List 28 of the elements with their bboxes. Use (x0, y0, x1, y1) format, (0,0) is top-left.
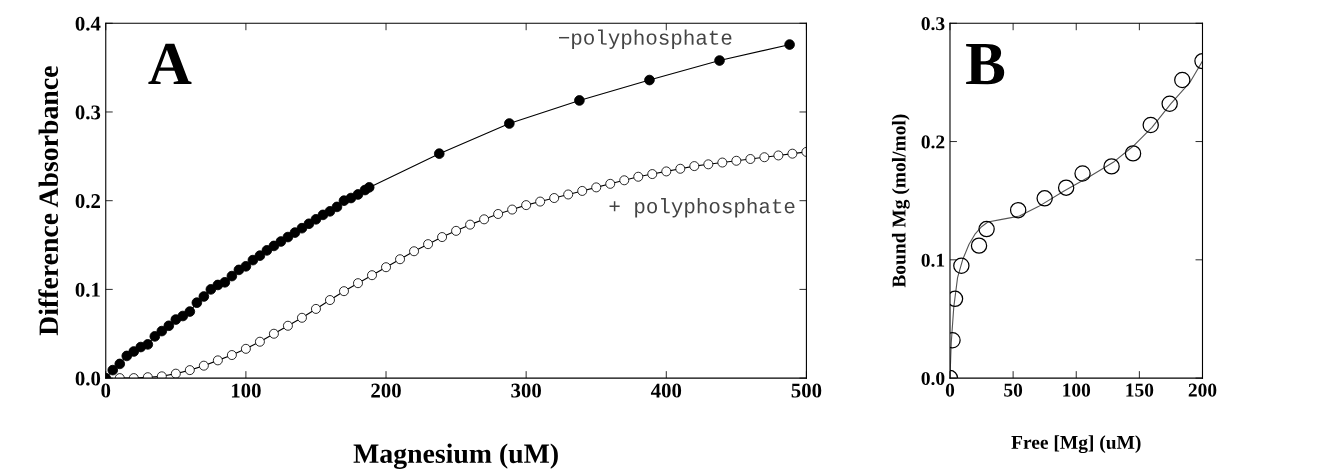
y-tick-label: 0.4 (75, 16, 101, 31)
y-tick-label: 0.3 (75, 105, 101, 120)
x-tick-label: 400 (650, 383, 682, 398)
x-tick-label: 300 (511, 383, 541, 398)
y-tick-label: 0.0 (921, 371, 945, 386)
y-tick-label: 0.3 (921, 17, 945, 31)
x-tick-label: 200 (1188, 383, 1217, 397)
x-tick-label: 0 (945, 383, 955, 397)
y-axis-title: Bound Mg (mol/mol) (891, 114, 910, 288)
y-tick-label: 0.1 (75, 282, 100, 297)
annotation: A (148, 43, 192, 85)
x-tick-label: 500 (791, 383, 822, 398)
y-tick-label: 0.2 (921, 135, 945, 149)
legend-label: + polyphosphate (609, 198, 795, 218)
x-axis-title: Free [Mg] (uM) (1011, 435, 1141, 454)
x-tick-label: 200 (371, 383, 401, 398)
x-tick-label: 0 (101, 383, 111, 398)
x-axis-title: Magnesium (uM) (353, 443, 558, 469)
x-tick-label: 50 (1004, 383, 1023, 397)
y-tick-label: 0.2 (75, 194, 100, 209)
x-tick-label: 100 (1063, 383, 1091, 397)
y-tick-label: 0.0 (75, 371, 101, 386)
annotation: B (966, 44, 1005, 85)
y-axis-title: Difference Absorbance (38, 66, 59, 336)
y-tick-label: 0.1 (921, 253, 945, 267)
legend-label: −polyphosphate (559, 29, 732, 49)
x-tick-label: 150 (1126, 383, 1154, 397)
x-tick-label: 100 (231, 383, 261, 398)
